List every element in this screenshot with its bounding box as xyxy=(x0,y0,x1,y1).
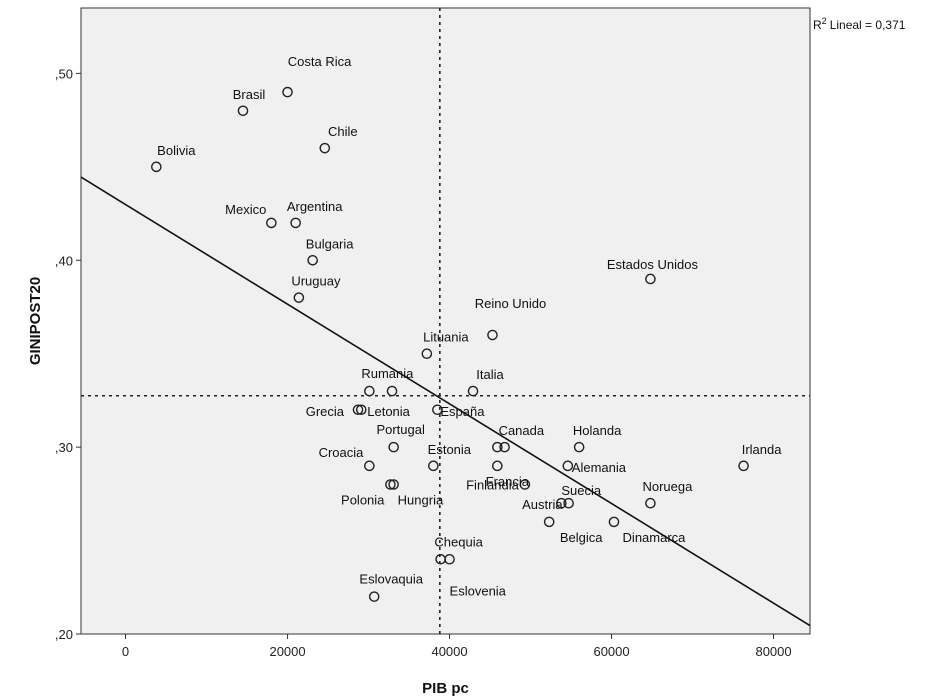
point-label: Lituania xyxy=(423,330,469,345)
point-label: Uruguay xyxy=(291,274,341,289)
plot-area xyxy=(80,7,811,635)
data-point xyxy=(290,217,301,229)
point-label: Costa Rica xyxy=(288,54,352,69)
point-label: Suecia xyxy=(561,483,602,498)
x-tick-label: 40000 xyxy=(431,644,467,659)
y-tick-label: ,20 xyxy=(55,627,73,642)
data-point xyxy=(573,441,585,453)
data-point xyxy=(307,254,318,266)
point-label: Rumania xyxy=(361,366,414,381)
data-point xyxy=(385,479,396,490)
data-point xyxy=(563,497,574,509)
data-point xyxy=(432,404,443,416)
data-point xyxy=(645,497,656,509)
x-tick-label: 60000 xyxy=(593,644,629,659)
data-point xyxy=(266,217,277,229)
data-point xyxy=(421,348,433,360)
data-point xyxy=(556,497,567,509)
data-point xyxy=(519,479,531,490)
point-label: Alemania xyxy=(572,460,627,475)
data-point xyxy=(444,553,455,565)
data-point xyxy=(562,460,574,472)
data-point xyxy=(364,385,375,397)
data-point xyxy=(608,516,620,528)
point-label: Mexico xyxy=(225,202,266,217)
point-label: Polonia xyxy=(341,493,385,508)
y-tick-label: ,40 xyxy=(55,253,73,268)
data-point xyxy=(499,441,510,453)
data-point xyxy=(293,292,305,303)
point-label: Austria xyxy=(522,497,563,512)
point-label: Brasil xyxy=(233,87,266,102)
point-label: Chile xyxy=(328,124,358,139)
data-point xyxy=(352,404,364,416)
data-point xyxy=(364,460,375,472)
y-axis-title: GINIPOST20 xyxy=(27,277,44,365)
point-label: Estonia xyxy=(428,442,472,457)
data-point xyxy=(543,516,555,528)
data-point xyxy=(388,479,399,490)
point-label: Letonia xyxy=(367,404,410,419)
data-point xyxy=(319,142,331,154)
point-label: Bulgaria xyxy=(306,236,354,251)
point-label: Irlanda xyxy=(742,442,783,457)
point-label: Reino Unido xyxy=(475,296,547,311)
data-point xyxy=(487,329,498,341)
x-tick-label: 0 xyxy=(122,644,129,659)
x-tick-label: 20000 xyxy=(269,644,305,659)
y-tick-label: ,50 xyxy=(55,66,73,81)
point-label: Chequia xyxy=(434,534,483,549)
data-point xyxy=(467,385,479,397)
point-label: Francia xyxy=(486,474,530,489)
point-label: Eslovaquia xyxy=(359,572,423,587)
data-point xyxy=(428,460,439,472)
x-tick-label: 80000 xyxy=(755,644,791,659)
point-label: Holanda xyxy=(573,423,622,438)
data-point xyxy=(368,591,380,602)
data-point xyxy=(492,441,503,453)
fit-line xyxy=(80,176,811,627)
data-point xyxy=(492,460,503,472)
data-point xyxy=(645,273,656,285)
point-label: Hungria xyxy=(398,493,444,508)
data-point xyxy=(355,404,367,416)
point-label: España xyxy=(440,404,485,419)
r2-annotation: R2 Lineal = 0,371 xyxy=(813,16,906,32)
point-label: Croacia xyxy=(319,445,365,460)
point-label: Italia xyxy=(476,367,504,382)
data-point xyxy=(151,161,162,173)
point-label: Belgica xyxy=(560,530,603,545)
point-label: Estados Unidos xyxy=(607,257,699,272)
point-label: Dinamarca xyxy=(623,530,687,545)
data-point xyxy=(738,460,749,472)
point-label: Eslovenia xyxy=(450,583,507,598)
data-point xyxy=(386,385,398,397)
x-axis-title: PIB pc xyxy=(422,680,469,697)
point-label: Noruega xyxy=(642,479,693,494)
data-point xyxy=(388,441,399,453)
point-label: Grecia xyxy=(306,404,345,419)
data-point xyxy=(282,86,293,98)
point-label: Portugal xyxy=(376,422,425,437)
data-point xyxy=(237,105,249,117)
point-label: Finlandia xyxy=(466,478,520,493)
point-label: Canada xyxy=(499,423,545,438)
y-tick-label: ,30 xyxy=(55,440,73,455)
point-label: Bolivia xyxy=(157,143,196,158)
point-label: Argentina xyxy=(287,199,343,214)
